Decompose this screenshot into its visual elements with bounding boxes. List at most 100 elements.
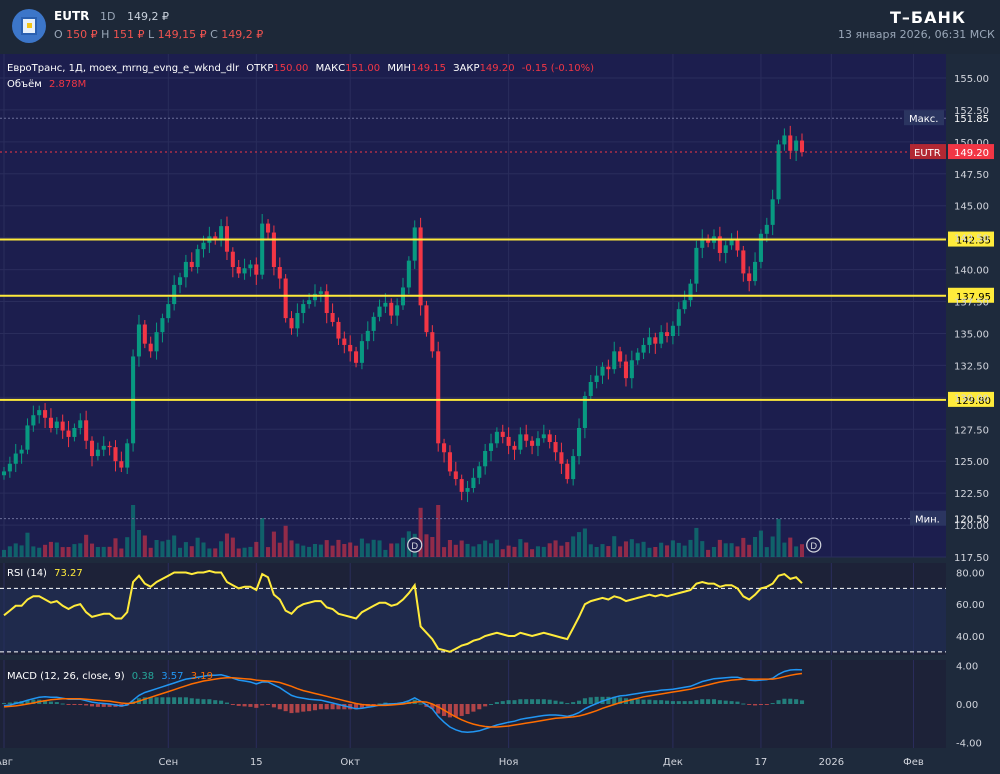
max-value: 151.85 <box>954 114 989 125</box>
volume-bar <box>647 547 652 557</box>
rsi-y-tick-label: 80.00 <box>956 569 985 580</box>
macd-histogram-bar <box>506 700 511 704</box>
macd-histogram-bar <box>377 703 382 705</box>
timeframe[interactable]: 1D <box>100 10 116 23</box>
volume-bar <box>723 543 728 557</box>
candle-body <box>436 351 441 444</box>
candle-body <box>37 410 42 416</box>
candle-body <box>659 332 664 344</box>
candle-body <box>412 227 417 261</box>
candle-body <box>201 242 206 250</box>
candle-body <box>782 135 787 145</box>
macd-histogram-bar <box>606 696 611 704</box>
candle-body <box>488 443 494 451</box>
candle-body <box>189 261 194 268</box>
volume-bar <box>594 547 599 557</box>
volume-bar <box>348 542 353 557</box>
volume-bar <box>559 545 564 557</box>
candle-body <box>307 300 312 305</box>
volume-bar <box>653 547 658 557</box>
volume-bar <box>436 505 441 557</box>
header-bar: EUTR 1D 149,2 ₽ O 150 ₽ H 151 ₽ L 149,15… <box>0 0 1000 54</box>
level-label-box <box>948 287 994 303</box>
candle-body <box>694 247 699 284</box>
volume-bar <box>183 542 188 557</box>
volume-bar <box>512 546 517 557</box>
volume-bar <box>131 505 136 557</box>
volume-bar <box>758 530 763 557</box>
candle-body <box>471 477 476 489</box>
y-tick-label: 140.00 <box>954 266 989 277</box>
macd-histogram-bar <box>588 697 593 704</box>
volume-bar <box>395 543 400 557</box>
volume-bar <box>447 540 452 557</box>
candle-body <box>465 488 470 492</box>
volume-bar <box>236 548 241 557</box>
candle-body <box>723 245 728 253</box>
macd-histogram-bar <box>530 699 535 704</box>
volume-bar <box>659 542 664 557</box>
candle-body <box>717 236 722 253</box>
volume-bar <box>576 532 582 557</box>
candle-body <box>559 452 564 464</box>
macd-histogram-bar <box>66 704 71 705</box>
candle-body <box>48 417 53 428</box>
macd-histogram-bar <box>312 704 318 711</box>
macd-histogram-bar <box>89 704 95 707</box>
macd-histogram-bar <box>201 699 206 704</box>
macd-histogram-bar <box>547 699 552 704</box>
volume-bar <box>107 546 112 557</box>
min-value: 120.50 <box>954 515 989 526</box>
macd-histogram-bar <box>277 704 282 710</box>
candle-body <box>1 471 7 476</box>
macd-histogram-bar <box>582 698 587 704</box>
volume-bar <box>500 549 505 557</box>
rsi-band <box>0 588 946 652</box>
volume-bar <box>377 540 382 557</box>
candle-body <box>219 226 224 241</box>
candle-body <box>442 443 447 453</box>
candle-body <box>7 463 12 472</box>
macd-histogram-bar <box>219 700 224 704</box>
volume-bar <box>753 537 758 557</box>
candle-body <box>753 261 758 282</box>
volume-bar <box>776 518 781 557</box>
macd-histogram-bar <box>54 702 59 704</box>
candle-body <box>230 251 235 268</box>
volume-bar <box>148 547 153 557</box>
volume-bar <box>172 535 177 557</box>
volume-bar <box>700 541 705 557</box>
volume-bar <box>729 543 734 557</box>
macd-histogram-bar <box>183 697 188 704</box>
x-tick-label: Ноя <box>499 757 519 768</box>
macd-histogram-bar <box>95 704 100 707</box>
volume-bar <box>389 543 394 557</box>
candle-body <box>119 461 124 468</box>
macd-histogram-bar <box>565 703 570 705</box>
candle-body <box>148 343 153 352</box>
legend-low-value: 149.15 <box>411 63 446 74</box>
candle-body <box>729 240 734 246</box>
macd-histogram-bar <box>465 704 470 715</box>
max-label: Макс. <box>909 114 938 125</box>
candle-body <box>113 447 118 462</box>
macd-histogram-bar <box>307 704 312 712</box>
volume-bar <box>371 539 376 557</box>
x-tick-label: Дек <box>663 757 683 768</box>
macd-histogram-bar <box>7 702 12 704</box>
macd-y-tick-label: 0.00 <box>956 700 978 711</box>
macd-title: MACD (12, 26, close, 9) <box>7 671 125 682</box>
price-tag-value: 149.20 <box>954 148 989 159</box>
candle-body <box>770 199 775 225</box>
volume-bar <box>25 532 30 557</box>
volume-bar <box>213 548 218 557</box>
y-tick-label: 145.00 <box>954 202 989 213</box>
macd-histogram-bar <box>618 697 623 704</box>
candle-body <box>72 427 77 437</box>
candle-body <box>107 445 112 448</box>
symbol[interactable]: EUTR <box>54 9 90 23</box>
y-tick-label: 127.50 <box>954 425 989 436</box>
candle-body <box>330 313 335 322</box>
volume-bar <box>694 527 699 557</box>
